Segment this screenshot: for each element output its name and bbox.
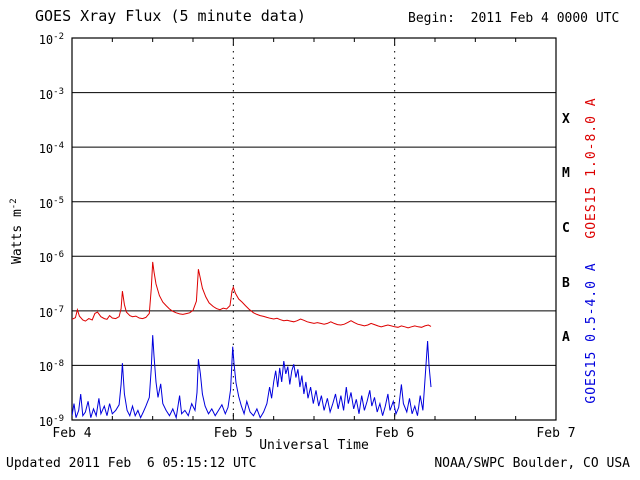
- y-axis-tick-label: 10-7: [38, 304, 64, 320]
- flare-class-label: C: [562, 221, 570, 236]
- y-axis-tick-label: 10-6: [38, 250, 64, 266]
- flare-class-label: M: [562, 166, 570, 182]
- x-axis-tick-label: Feb 6: [375, 426, 415, 441]
- flare-class-label: X: [562, 111, 570, 127]
- y-axis-tick-label: 10-9: [38, 414, 64, 429]
- y-axis-tick-label: 10-8: [38, 359, 64, 375]
- long-channel-series-line: [72, 261, 432, 329]
- flare-class-label: A: [562, 330, 570, 346]
- x-axis-tick-label: Feb 4: [52, 426, 92, 441]
- y-axis-title: Watts m-2: [6, 171, 26, 291]
- y-axis-tick-label: 10-5: [38, 195, 64, 211]
- y-axis-tick-label: 10-4: [38, 141, 64, 157]
- x-axis-tick-label: Feb 5: [213, 426, 253, 441]
- begin-time-label: Begin: 2011 Feb 4 0000 UTC: [408, 11, 620, 26]
- x-axis-title: Universal Time: [259, 438, 369, 453]
- plot-frame: [71, 37, 557, 421]
- series-label-short-channel: GOES15 0.5-4.0 A: [584, 262, 599, 404]
- flare-class-label: B: [562, 275, 570, 291]
- y-axis-tick-label: 10-3: [38, 86, 64, 102]
- page-title: GOES Xray Flux (5 minute data): [35, 7, 306, 25]
- short-channel-series-line: [72, 335, 432, 420]
- source-credit: NOAA/SWPC Boulder, CO USA: [434, 456, 630, 471]
- series-label-long-channel: GOES15 1.0-8.0 A: [584, 97, 599, 239]
- x-axis-tick-label: Feb 7: [536, 426, 576, 441]
- updated-timestamp: Updated 2011 Feb 6 05:15:12 UTC: [6, 456, 257, 471]
- y-axis-tick-label: 10-2: [38, 32, 64, 47]
